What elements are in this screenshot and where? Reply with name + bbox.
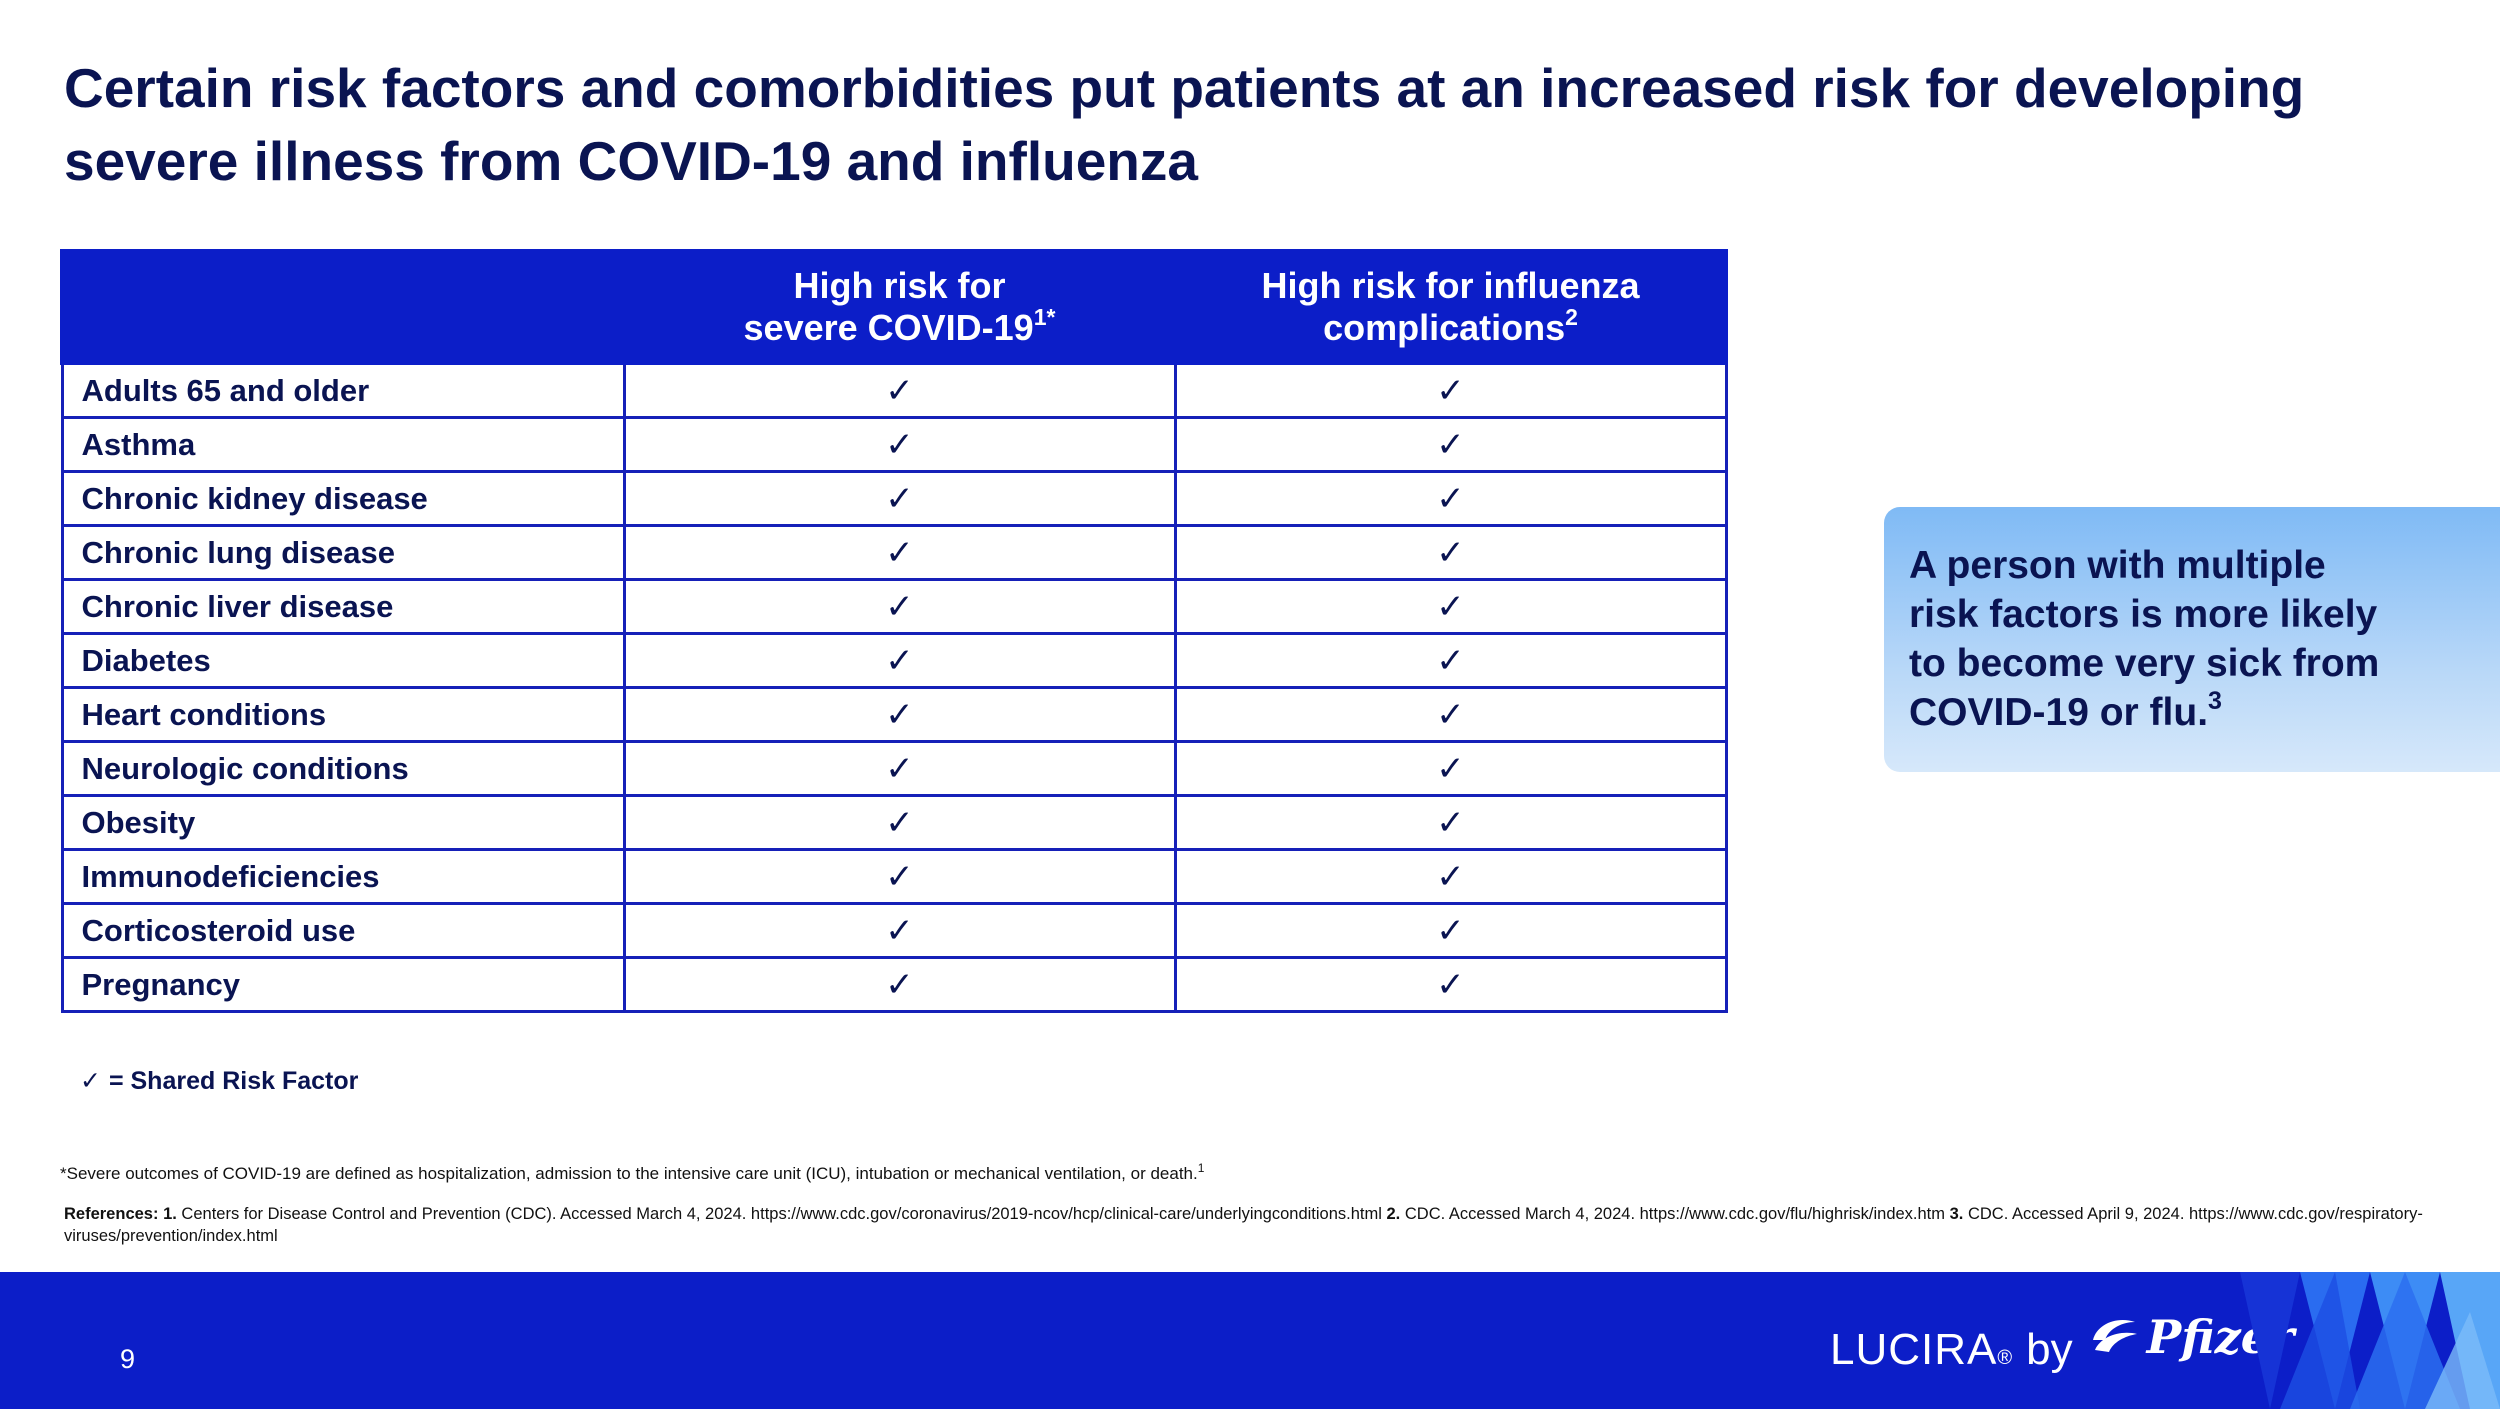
influenza-check-icon: ✓: [1173, 848, 1728, 905]
callout-box: A person with multiple risk factors is m…: [1884, 507, 2500, 772]
header-influenza-line2: complications: [1323, 307, 1566, 348]
table-row: Chronic liver disease ✓ ✓: [60, 578, 1728, 635]
brand-logo: LUCIRA ® by Pfizer: [1830, 1310, 2294, 1375]
risk-factor-table: High risk for severe COVID-191* High ris…: [60, 249, 1728, 1013]
header-covid: High risk for severe COVID-191*: [622, 249, 1177, 365]
risk-factor-label: Immunodeficiencies: [60, 848, 626, 905]
risk-factor-label: Asthma: [60, 416, 626, 473]
callout-text: A person with multiple risk factors is m…: [1909, 541, 2480, 737]
references-label: References:: [64, 1205, 159, 1223]
footnote-text: *Severe outcomes of COVID-19 are defined…: [60, 1164, 1198, 1183]
risk-factor-label: Neurologic conditions: [60, 740, 626, 797]
covid-check-icon: ✓: [622, 848, 1177, 905]
influenza-check-icon: ✓: [1173, 578, 1728, 635]
covid-check-icon: ✓: [622, 632, 1177, 689]
ref2-text: CDC. Accessed March 4, 2024. https://www…: [1404, 1205, 1946, 1223]
influenza-check-icon: ✓: [1173, 416, 1728, 473]
ref1-text: Centers for Disease Control and Preventi…: [181, 1205, 1382, 1223]
influenza-check-icon: ✓: [1173, 740, 1728, 797]
table-row: Adults 65 and older ✓ ✓: [60, 361, 1728, 419]
callout-line-4: COVID-19 or flu.: [1909, 691, 2209, 734]
header-covid-line2: severe COVID-19: [743, 307, 1034, 348]
brand-name: LUCIRA: [1830, 1325, 1998, 1374]
influenza-check-icon: ✓: [1173, 956, 1728, 1013]
references: References: 1. Centers for Disease Contr…: [64, 1203, 2444, 1247]
header-influenza: High risk for influenza complications2: [1173, 249, 1728, 365]
table-row: Chronic kidney disease ✓ ✓: [60, 470, 1728, 527]
risk-factor-label: Corticosteroid use: [60, 902, 626, 959]
influenza-check-icon: ✓: [1173, 902, 1728, 959]
table-row: Asthma ✓ ✓: [60, 416, 1728, 473]
risk-factor-label: Heart conditions: [60, 686, 626, 743]
influenza-check-icon: ✓: [1173, 361, 1728, 419]
brand-by: by: [2026, 1325, 2073, 1374]
table-row: Immunodeficiencies ✓ ✓: [60, 848, 1728, 905]
risk-factor-label: Pregnancy: [60, 956, 626, 1013]
table-row: Obesity ✓ ✓: [60, 794, 1728, 851]
page-number: 9: [120, 1344, 136, 1374]
title-line-1: Certain risk factors and comorbidities p…: [64, 57, 2305, 119]
header-covid-line1: High risk for: [793, 265, 1006, 306]
footer-bar: 9 LUCIRA ® by Pfizer: [0, 1272, 2500, 1409]
covid-check-icon: ✓: [622, 578, 1177, 635]
title-line-2: severe illness from COVID-19 and influen…: [64, 130, 1198, 192]
risk-factor-label: Diabetes: [60, 632, 626, 689]
registered-mark: ®: [1997, 1347, 2013, 1369]
pfizer-swirl-icon: [2092, 1320, 2137, 1352]
influenza-check-icon: ✓: [1173, 794, 1728, 851]
callout-sup: 3: [2208, 687, 2222, 715]
covid-check-icon: ✓: [622, 740, 1177, 797]
header-influenza-line1: High risk for influenza: [1261, 265, 1640, 306]
callout-line-2: risk factors is more likely: [1909, 593, 2378, 636]
callout-line-1: A person with multiple: [1909, 544, 2326, 587]
table-row: Corticosteroid use ✓ ✓: [60, 902, 1728, 959]
table-row: Heart conditions ✓ ✓: [60, 686, 1728, 743]
table-body: Adults 65 and older ✓ ✓ Asthma ✓ ✓ Chronic kid…: [60, 361, 1728, 1013]
covid-check-icon: ✓: [622, 956, 1177, 1013]
influenza-check-icon: ✓: [1173, 470, 1728, 527]
influenza-check-icon: ✓: [1173, 524, 1728, 581]
influenza-check-icon: ✓: [1173, 632, 1728, 689]
ref3-number: 3.: [1949, 1205, 1964, 1223]
ref2-number: 2.: [1386, 1205, 1401, 1223]
check-icon: ✓: [80, 1066, 101, 1095]
header-covid-sup: 1*: [1033, 304, 1056, 330]
risk-factor-label: Obesity: [60, 794, 626, 851]
table-row: Diabetes ✓ ✓: [60, 632, 1728, 689]
risk-factor-label: Adults 65 and older: [60, 361, 626, 419]
covid-check-icon: ✓: [622, 794, 1177, 851]
legend: ✓ = Shared Risk Factor: [80, 1066, 358, 1096]
covid-check-icon: ✓: [622, 361, 1177, 419]
covid-check-icon: ✓: [622, 470, 1177, 527]
header-empty-cell: [60, 249, 626, 365]
table-row: Pregnancy ✓ ✓: [60, 956, 1728, 1013]
callout-line-3: to become very sick from: [1909, 642, 2380, 685]
page-title: Certain risk factors and comorbidities p…: [64, 52, 2444, 198]
risk-factor-label: Chronic lung disease: [60, 524, 626, 581]
ref3-text: CDC. Accessed April 9, 2024. https://www…: [64, 1205, 2423, 1245]
risk-factor-label: Chronic kidney disease: [60, 470, 626, 527]
ref1-number: 1.: [163, 1205, 177, 1223]
footnote: *Severe outcomes of COVID-19 are defined…: [60, 1161, 1205, 1184]
covid-check-icon: ✓: [622, 524, 1177, 581]
table-row: Neurologic conditions ✓ ✓: [60, 740, 1728, 797]
risk-factor-label: Chronic liver disease: [60, 578, 626, 635]
table-header-row: High risk for severe COVID-191* High ris…: [60, 249, 1728, 365]
header-influenza-sup: 2: [1565, 304, 1578, 330]
table-row: Chronic lung disease ✓ ✓: [60, 524, 1728, 581]
triangle-pattern-icon: [2240, 1272, 2500, 1409]
covid-check-icon: ✓: [622, 686, 1177, 743]
covid-check-icon: ✓: [622, 902, 1177, 959]
footnote-sup: 1: [1197, 1161, 1205, 1175]
influenza-check-icon: ✓: [1173, 686, 1728, 743]
legend-text: = Shared Risk Factor: [108, 1067, 359, 1095]
covid-check-icon: ✓: [622, 416, 1177, 473]
